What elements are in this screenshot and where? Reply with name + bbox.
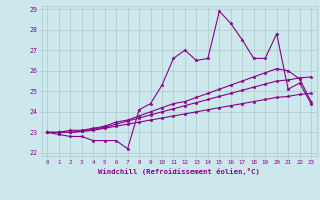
X-axis label: Windchill (Refroidissement éolien,°C): Windchill (Refroidissement éolien,°C) <box>98 168 260 175</box>
